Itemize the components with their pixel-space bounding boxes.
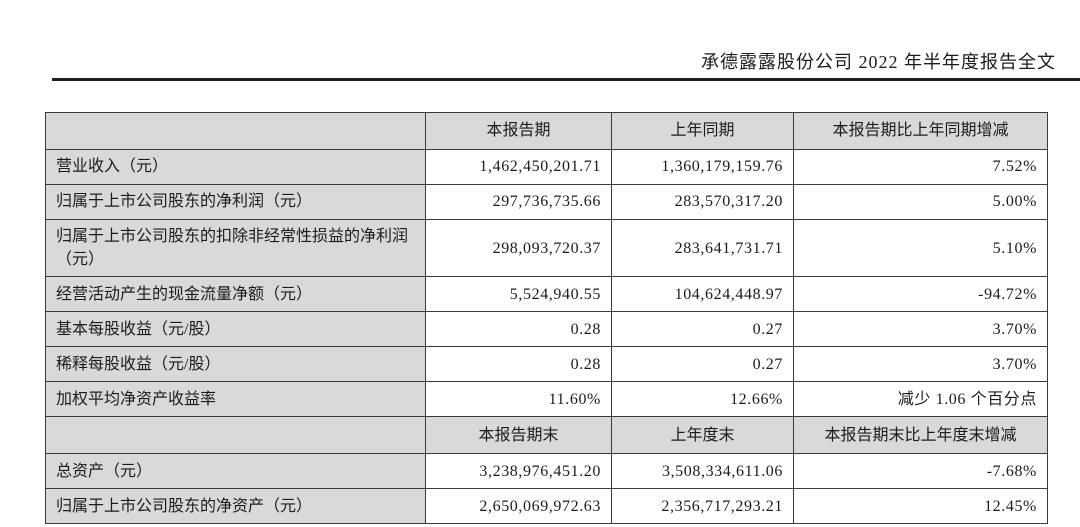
prior-value: 3,508,334,611.06 <box>611 453 794 490</box>
prior-value: 1,360,179,159.76 <box>611 149 794 185</box>
current-value: 0.28 <box>425 311 612 348</box>
row-label: 加权平均净资产收益率 <box>45 381 426 418</box>
prior-value: 283,641,731.71 <box>611 218 794 278</box>
col-header-period-change: 本报告期比上年同期增减 <box>793 112 1048 150</box>
row-label: 营业收入（元） <box>45 149 426 185</box>
current-value: 298,093,720.37 <box>425 218 612 278</box>
table-row: 归属于上市公司股东的净利润（元） 297,736,735.66 283,570,… <box>45 184 1048 220</box>
prior-value: 2,356,717,293.21 <box>611 488 794 525</box>
change-value: 12.45% <box>793 488 1048 525</box>
corner-empty-cell <box>45 112 426 150</box>
prior-value: 0.27 <box>611 346 794 383</box>
table-row: 营业收入（元） 1,462,450,201.71 1,360,179,159.7… <box>45 149 1048 185</box>
change-value: 3.70% <box>793 346 1048 383</box>
row-label: 稀释每股收益（元/股） <box>45 346 426 383</box>
current-value: 2,650,069,972.63 <box>425 488 612 525</box>
key-financials-table: 本报告期 上年同期 本报告期比上年同期增减 营业收入（元） 1,462,450,… <box>45 112 1048 525</box>
header-divider-rule <box>52 78 1080 81</box>
change-value: -7.68% <box>793 453 1048 490</box>
corner-empty-cell <box>45 416 426 455</box>
change-value: 3.70% <box>793 311 1048 348</box>
table-row: 稀释每股收益（元/股） 0.28 0.27 3.70% <box>45 346 1048 383</box>
change-value: 7.52% <box>793 149 1048 185</box>
row-label: 经营活动产生的现金流量净额（元） <box>45 276 426 313</box>
current-value: 0.28 <box>425 346 612 383</box>
table-row: 经营活动产生的现金流量净额（元） 5,524,940.55 104,624,44… <box>45 276 1048 313</box>
table-row: 加权平均净资产收益率 11.60% 12.66% 减少 1.06 个百分点 <box>45 381 1048 418</box>
doc-title: 承德露露股份公司 2022 年半年度报告全文 <box>701 52 1056 72</box>
row-label: 归属于上市公司股东的净利润（元） <box>45 184 426 220</box>
table-header-row-period: 本报告期 上年同期 本报告期比上年同期增减 <box>45 112 1048 150</box>
current-value: 5,524,940.55 <box>425 276 612 313</box>
row-label: 总资产（元） <box>45 453 426 490</box>
current-value: 297,736,735.66 <box>425 184 612 220</box>
table-row: 归属于上市公司股东的净资产（元） 2,650,069,972.63 2,356,… <box>45 488 1048 525</box>
table-row: 归属于上市公司股东的扣除非经常性损益的净利润（元） 298,093,720.37… <box>45 218 1048 278</box>
change-value: 5.00% <box>793 184 1048 220</box>
prior-value: 104,624,448.97 <box>611 276 794 313</box>
row-label: 归属于上市公司股东的扣除非经常性损益的净利润（元） <box>45 218 426 278</box>
col-header-period-end-change: 本报告期末比上年度末增减 <box>793 416 1048 455</box>
current-value: 3,238,976,451.20 <box>425 453 612 490</box>
row-label: 基本每股收益（元/股） <box>45 311 426 348</box>
change-value: 5.10% <box>793 218 1048 278</box>
col-header-prior-period: 上年同期 <box>611 112 794 150</box>
row-label: 归属于上市公司股东的净资产（元） <box>45 488 426 525</box>
table-row: 总资产（元） 3,238,976,451.20 3,508,334,611.06… <box>45 453 1048 490</box>
prior-value: 0.27 <box>611 311 794 348</box>
current-value: 11.60% <box>425 381 612 418</box>
col-header-current-period: 本报告期 <box>425 112 612 150</box>
current-value: 1,462,450,201.71 <box>425 149 612 185</box>
col-header-current-period-end: 本报告期末 <box>425 416 612 455</box>
col-header-prior-year-end: 上年度末 <box>611 416 794 455</box>
table-row: 基本每股收益（元/股） 0.28 0.27 3.70% <box>45 311 1048 348</box>
prior-value: 283,570,317.20 <box>611 184 794 220</box>
change-value: 减少 1.06 个百分点 <box>793 381 1048 418</box>
prior-value: 12.66% <box>611 381 794 418</box>
table-header-row-period-end: 本报告期末 上年度末 本报告期末比上年度末增减 <box>45 416 1048 455</box>
change-value: -94.72% <box>793 276 1048 313</box>
